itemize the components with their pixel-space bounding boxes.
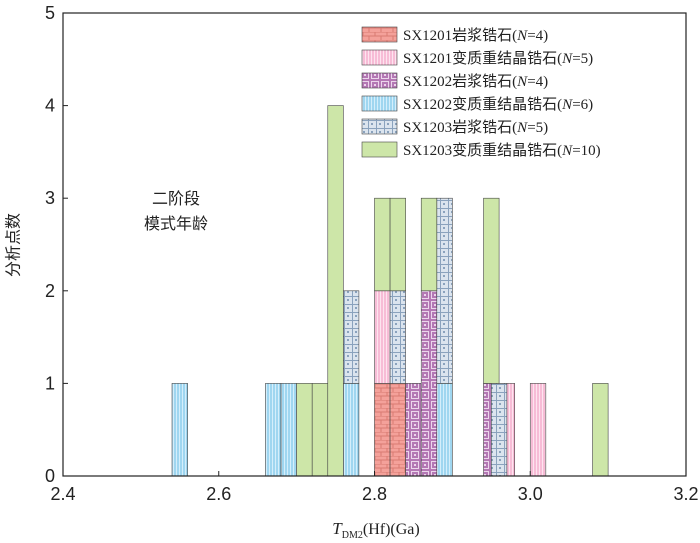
y-tick-label: 0	[45, 466, 55, 486]
bar-series-3-point-1	[405, 383, 422, 477]
bar-series-4-point-4	[343, 383, 360, 477]
legend-label-1: SX1201岩浆锆石(N=4)	[403, 26, 548, 44]
bar-series-3-point-2	[420, 290, 438, 477]
bar-series-2-point-1	[374, 290, 391, 384]
x-axis-title-sub: DM2	[342, 530, 363, 541]
bar-series-6-point-3	[327, 105, 344, 477]
bar-series-4-point-2	[265, 383, 282, 477]
bar-series-4-point-5	[436, 383, 453, 477]
bar-series-4-point-1	[171, 383, 188, 477]
legend-label-3: SX1202岩浆锆石(N=4)	[403, 72, 548, 90]
legend-swatch-4	[361, 95, 398, 112]
bar-series-6-point-4	[374, 197, 391, 292]
legend-swatch-1	[361, 26, 398, 43]
bar-series-4-point-3	[280, 383, 297, 477]
y-tick-label: 1	[45, 373, 55, 393]
x-tick-label: 3.0	[518, 484, 543, 504]
x-tick-label: 2.4	[50, 484, 75, 504]
legend-label-4: SX1202变质重结晶锆石(N=6)	[403, 96, 593, 113]
annotation-line-1: 二阶段	[152, 189, 200, 208]
bar-series-5-point-3	[436, 197, 453, 384]
legend-swatch-3	[361, 72, 398, 89]
x-tick-label: 2.6	[206, 484, 231, 504]
y-tick-label: 2	[45, 281, 55, 301]
bar-series-2-point-3	[529, 383, 547, 477]
bar-series-6-point-8	[592, 383, 609, 477]
bar-series-1-point-2	[389, 383, 406, 477]
y-tick-label: 3	[45, 188, 55, 208]
bar-series-6-point-2	[311, 383, 329, 477]
y-tick-label: 5	[45, 3, 55, 23]
legend-swatch-6	[361, 141, 398, 158]
legend-swatch-5	[361, 118, 398, 135]
bar-series-5-point-2	[389, 290, 406, 384]
bar-series-1-point-1	[374, 383, 391, 477]
x-tick-label: 2.8	[362, 484, 387, 504]
bar-series-6-point-1	[296, 383, 313, 477]
x-axis-title: TDM2(Hf)(Ga)	[332, 519, 419, 541]
bar-series-5-point-1	[343, 290, 360, 384]
axis-ticks: 2.4 2.6 2.8 3.0 3.2 0 1 2 3 4 5	[45, 3, 699, 504]
annotation-line-2: 模式年龄	[144, 214, 208, 233]
y-tick-label: 4	[45, 96, 55, 116]
legend-swatch-2	[361, 49, 398, 66]
legend: SX1201岩浆锆石(N=4) SX1201变质重结晶锆石(N=5) SX1202岩…	[361, 26, 601, 159]
legend-label-5: SX1203岩浆锆石(N=5)	[403, 118, 548, 136]
legend-label-2: SX1201变质重结晶锆石(N=5)	[403, 50, 593, 67]
legend-label-6: SX1203变质重结晶锆石(N=10)	[403, 142, 601, 159]
bar-series-6-point-7	[483, 197, 500, 384]
x-tick-label: 3.2	[673, 484, 698, 504]
bar-series-6-point-5	[389, 197, 406, 292]
bar-series-6-point-6	[420, 197, 438, 292]
x-axis-title-main: T	[332, 519, 343, 538]
y-axis-title: 分析点数	[4, 213, 23, 277]
bar-series-5-point-4	[491, 383, 508, 477]
x-axis-title-rest: (Hf)(Ga)	[363, 521, 420, 538]
bars-layer	[171, 105, 609, 477]
y-axis-label: 分析点数	[4, 213, 23, 277]
